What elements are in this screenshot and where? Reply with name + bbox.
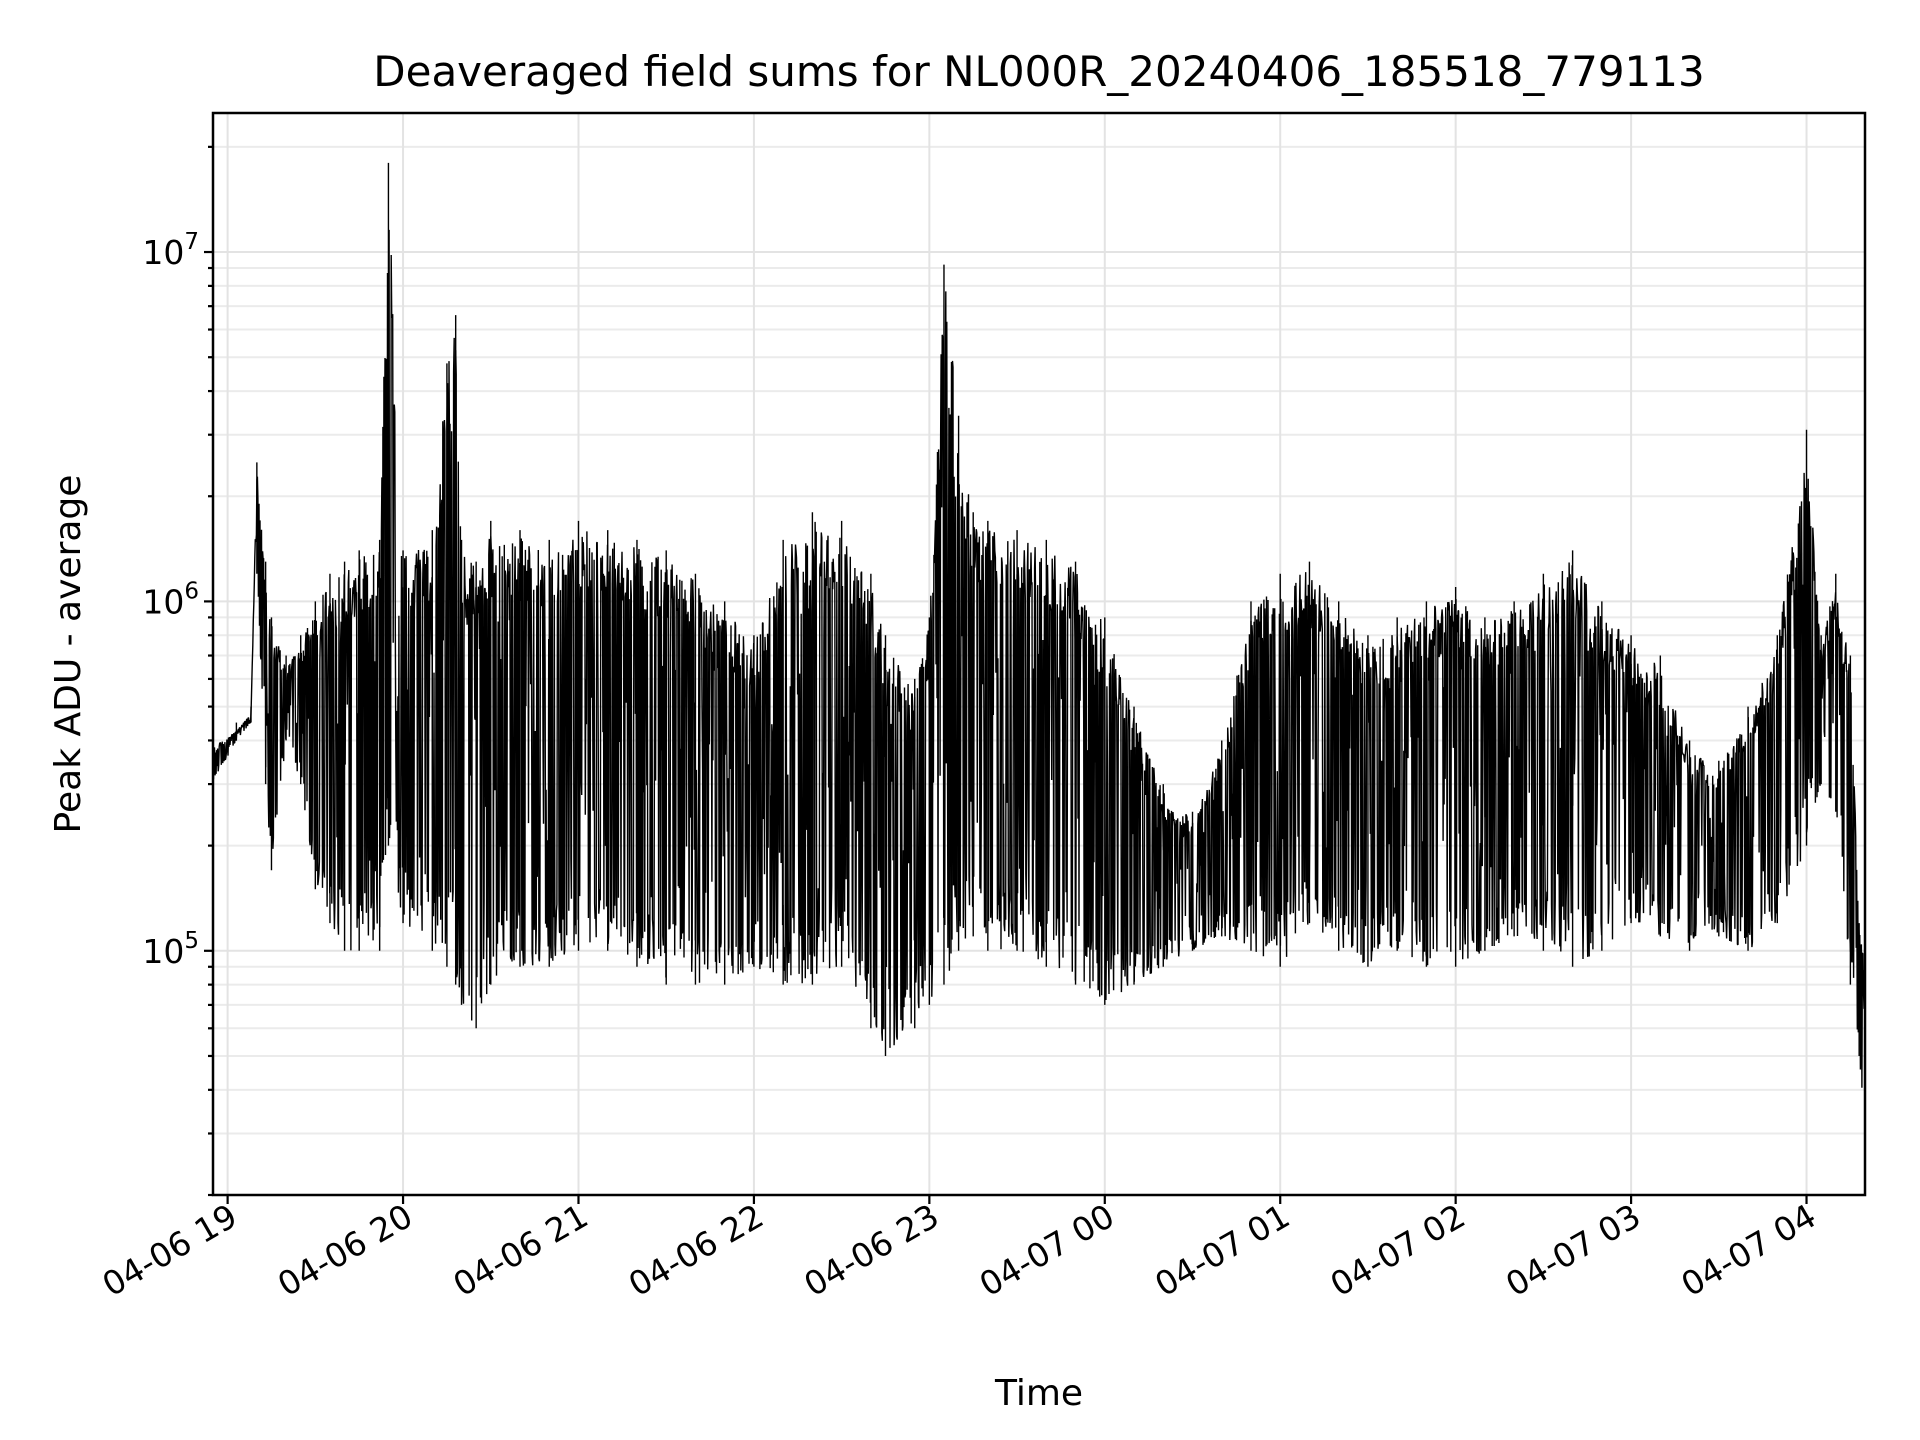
- series-line: [212, 229, 1866, 1088]
- y-tick-label: 105: [142, 928, 199, 971]
- x-axis-label: Time: [994, 1373, 1083, 1414]
- y-axis-label: Peak ADU - average: [48, 475, 89, 834]
- chart-title: Deaveraged field sums for NL000R_2024040…: [373, 47, 1704, 96]
- y-tick-label: 106: [142, 578, 199, 621]
- series-layer: [212, 162, 1866, 1134]
- y-tick-label: 107: [142, 229, 199, 272]
- plot-frame: [211, 111, 1867, 1197]
